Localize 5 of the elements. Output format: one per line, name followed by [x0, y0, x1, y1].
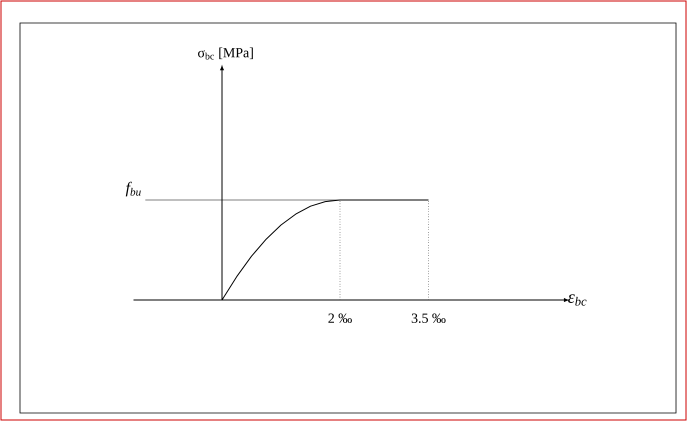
ref-line-label: f$_{bu}$	[126, 182, 141, 196]
x-tick-label: 2 ‰	[328, 313, 352, 323]
x-tick-label: 3.5 ‰	[412, 313, 446, 323]
x-axis-title: ε$_{bc}$	[568, 294, 587, 306]
text: σ$_{bc}$ [MPa]	[198, 48, 253, 60]
